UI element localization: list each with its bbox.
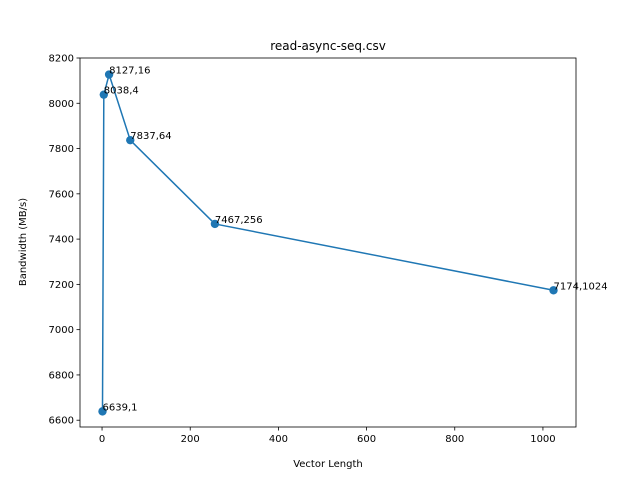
y-tick-label: 7800 (49, 144, 74, 155)
data-point-label: 6639,1 (102, 402, 137, 413)
y-tick-label: 8200 (49, 54, 74, 65)
y-tick-label: 7000 (49, 325, 74, 336)
x-tick-label: 400 (269, 434, 288, 445)
x-tick-label: 200 (181, 434, 200, 445)
x-axis-ticks: 0 200 400 600 800 1000 (99, 427, 556, 445)
x-tick-label: 0 (99, 434, 105, 445)
data-point (549, 286, 558, 295)
data-point (210, 219, 220, 229)
y-tick-label: 6600 (49, 416, 74, 427)
x-tick-label: 600 (357, 434, 376, 445)
x-tick-label: 1000 (530, 434, 555, 445)
data-point-label: 7174,1024 (554, 281, 608, 292)
plot-area (80, 58, 576, 427)
y-tick-label: 7200 (49, 280, 74, 291)
data-label-layer: 6639,1 8038,4 8127,16 7837,64 7467,256 7174,1… (102, 66, 607, 414)
y-tick-label: 8000 (49, 99, 74, 110)
plot-frame (79, 57, 577, 428)
data-point-label: 7837,64 (130, 131, 171, 142)
data-point-label: 8038,4 (104, 86, 139, 97)
data-point-label: 8127,16 (109, 66, 150, 77)
x-tick-label: 800 (445, 434, 464, 445)
y-axis-label: Bandwidth (MB/s) (18, 198, 29, 286)
y-tick-label: 7400 (49, 235, 74, 246)
x-axis-label: Vector Length (293, 459, 363, 470)
y-axis-ticks: 6600 6800 7000 7200 7400 7600 7800 8000 8200 (49, 54, 80, 427)
y-tick-label: 7600 (49, 189, 74, 200)
chart-title: read-async-seq.csv (270, 39, 386, 53)
data-point (98, 407, 107, 416)
series-line (101, 73, 554, 412)
data-point-label: 7467,256 (215, 215, 263, 226)
data-point (104, 70, 114, 79)
series-layer (98, 70, 558, 416)
y-tick-label: 6800 (49, 370, 74, 381)
data-point (99, 90, 109, 99)
data-point (126, 135, 135, 145)
